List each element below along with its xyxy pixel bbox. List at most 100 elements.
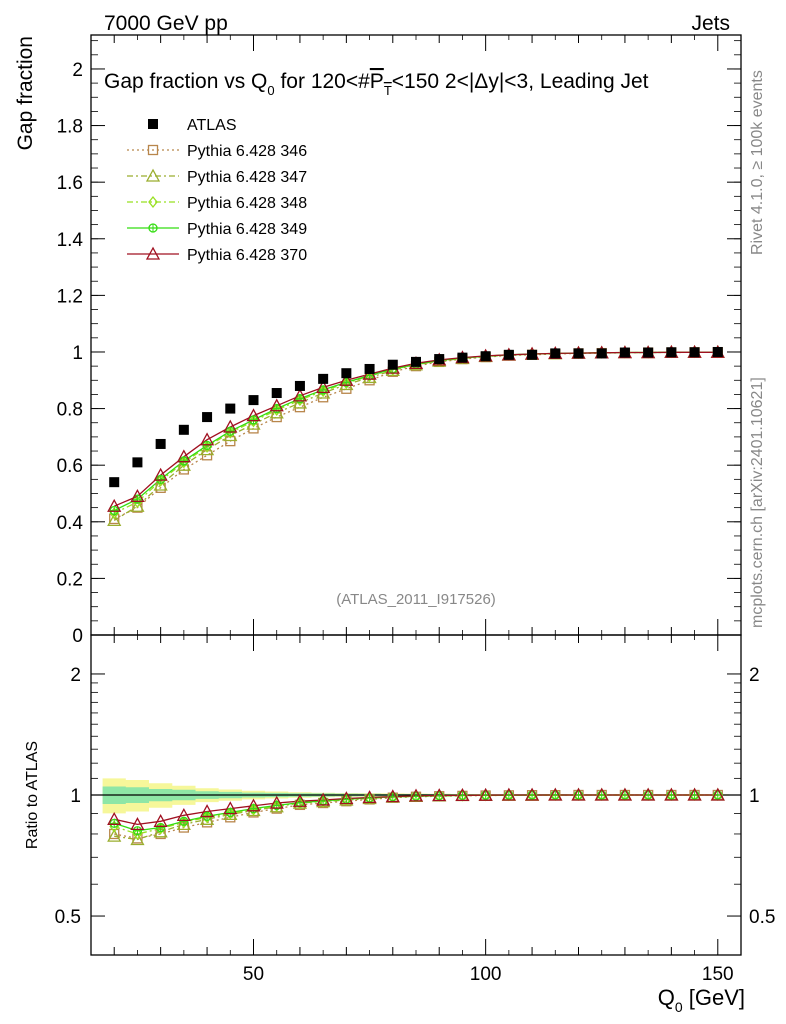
ratio-y-tick-label: 2 (70, 665, 81, 686)
main-point-pythia-6-428-348 (341, 377, 352, 390)
ratio-point-pythia-6-428-370 (153, 813, 168, 827)
main-point-pythia-6-428-347 (130, 498, 145, 512)
main-point-atlas (155, 438, 166, 449)
legend-marker (148, 195, 158, 209)
main-point-atlas (248, 395, 259, 406)
main-line-pythia-6-428-349 (113, 351, 718, 512)
main-y-tick-label: 0.8 (57, 400, 83, 421)
ratio-point-pythia-6-428-370 (107, 811, 122, 825)
ratio-point-pythia-6-428-349 (179, 816, 189, 826)
main-line-pythia-6-428-348 (113, 351, 718, 514)
main-point-pythia-6-428-347 (246, 416, 261, 430)
ratio-point-pythia-6-428-370 (617, 787, 633, 801)
main-point-atlas (596, 348, 607, 359)
main-point-pythia-6-428-349 (109, 505, 119, 516)
legend: ATLAS Pythia 6.428 346 Pythia 6.428 347 Pyt… (127, 117, 307, 264)
main-y-tick-label: 1.2 (57, 286, 83, 307)
main-point-atlas (202, 412, 213, 423)
main-y-tick-label: 0.2 (57, 569, 83, 590)
ratio-y-tick-label: 1 (70, 786, 81, 807)
ratio-point-pythia-6-428-370 (432, 788, 447, 802)
main-point-pythia-6-428-348 (364, 369, 375, 383)
legend-entry: Pythia 6.428 346 (127, 143, 307, 160)
ratio-point-pythia-6-428-370 (199, 804, 215, 818)
main-point-pythia-6-428-349 (155, 474, 166, 484)
main-point-pythia-6-428-370 (223, 419, 238, 433)
main-point-atlas (712, 346, 723, 357)
legend-label: ATLAS (187, 117, 237, 134)
ratio-point-pythia-6-428-370 (571, 787, 586, 801)
legend-label: Pythia 6.428 349 (187, 221, 307, 238)
main-point-atlas (434, 354, 445, 365)
mcplots-label: mcplots.cern.ch [arXiv:2401.10621] (749, 377, 766, 628)
ratio-point-pythia-6-428-370 (176, 807, 191, 821)
main-point-pythia-6-428-347 (199, 442, 215, 456)
legend-label: Pythia 6.428 347 (187, 169, 307, 186)
rivet-version-label: Rivet 4.1.0, ≥ 100k events (749, 70, 766, 255)
main-point-atlas (480, 351, 491, 362)
main-point-pythia-6-428-347 (107, 513, 122, 527)
ratio-point-pythia-6-428-370 (524, 787, 540, 801)
main-point-pythia-6-428-349 (202, 440, 212, 451)
main-point-atlas (411, 356, 421, 367)
main-y-tick-label: 0 (72, 626, 83, 647)
ratio-y-tick-label: 0.5 (55, 907, 81, 928)
main-point-atlas (294, 380, 305, 391)
ratio-point-pythia-6-428-370 (594, 787, 609, 801)
chart-title: Gap fraction vs Q0 for 120<#PT<150 2<|Δy… (104, 70, 649, 98)
main-point-pythia-6-428-370 (176, 449, 191, 463)
main-point-pythia-6-428-370 (199, 432, 215, 446)
main-point-atlas (318, 373, 329, 384)
legend-marker (148, 119, 158, 129)
main-point-atlas (271, 388, 282, 399)
ratio-point-pythia-6-428-370 (362, 790, 377, 804)
main-point-atlas (643, 347, 654, 358)
main-y-tick-label: 2 (72, 60, 83, 81)
main-point-pythia-6-428-370 (153, 467, 168, 481)
main-point-pythia-6-428-370 (246, 408, 261, 422)
legend-label: Pythia 6.428 348 (187, 195, 307, 212)
main-y-axis-label: Gap fraction (14, 36, 37, 150)
ratio-y-tick-label-right: 2 (749, 665, 760, 686)
main-point-atlas (457, 352, 468, 363)
main-point-pythia-6-428-349 (225, 426, 235, 436)
main-point-pythia-6-428-347 (269, 405, 284, 419)
main-point-atlas (132, 457, 143, 468)
legend-entry: Pythia 6.428 370 (127, 246, 307, 264)
ratio-point-pythia-6-428-370 (664, 787, 679, 801)
header-right-label: Jets (691, 12, 730, 35)
main-line-pythia-6-428-346 (113, 351, 718, 520)
ratio-y-tick-label-right: 1 (749, 786, 760, 807)
main-point-atlas (619, 347, 630, 358)
main-y-tick-label: 1 (72, 343, 83, 364)
main-y-tick-label: 0.6 (57, 456, 83, 477)
main-point-atlas (527, 349, 538, 360)
ratio-point-pythia-6-428-348 (202, 811, 212, 824)
header-left-label: 7000 GeV pp (104, 12, 228, 35)
main-point-pythia-6-428-370 (130, 488, 145, 502)
legend-label: Pythia 6.428 370 (187, 247, 307, 264)
ratio-point-pythia-6-428-370 (130, 817, 145, 831)
main-point-atlas (225, 403, 236, 414)
legend-entry: Pythia 6.428 348 (127, 195, 307, 212)
ratio-x-tick-label: 100 (470, 964, 502, 985)
main-point-pythia-6-428-370 (269, 398, 284, 412)
main-point-pythia-6-428-370 (339, 372, 354, 386)
ratio-point-pythia-6-428-370 (223, 801, 238, 815)
main-point-atlas (109, 477, 120, 488)
ratio-point-pythia-6-428-370 (501, 787, 516, 801)
legend-marker (148, 223, 158, 233)
main-y-tick-label: 1.6 (57, 173, 83, 194)
x-axis-label: Q0 [GeV] (658, 985, 745, 1015)
ratio-point-pythia-6-428-370 (292, 793, 308, 807)
ratio-point-pythia-6-428-370 (339, 791, 354, 805)
legend-marker (145, 168, 161, 182)
main-point-atlas (503, 349, 514, 360)
legend-marker (147, 144, 159, 156)
main-line-pythia-6-428-347 (113, 351, 718, 521)
ratio-point-pythia-6-428-370 (548, 787, 563, 801)
main-point-pythia-6-428-370 (107, 498, 122, 512)
legend-label: Pythia 6.428 346 (187, 143, 307, 160)
main-point-pythia-6-428-349 (272, 403, 282, 414)
